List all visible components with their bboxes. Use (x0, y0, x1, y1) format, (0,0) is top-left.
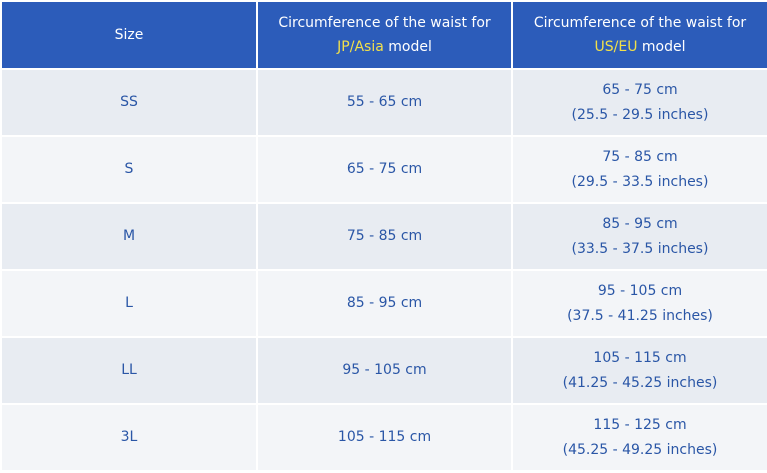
size-cell: SS (0, 68, 258, 137)
header-highlight: US/EU (594, 39, 638, 55)
size-text: M (122, 228, 136, 244)
table-body: SS 55 - 65 cm 65 - 75 cm (25.5 - 29.5 inche… (0, 68, 767, 472)
table-row: LL 95 - 105 cm 105 - 115 cm (41.25 - 45.25 … (0, 336, 767, 405)
header-text: model (388, 39, 432, 55)
us-cm-text: 95 - 105 cm (597, 282, 683, 299)
size-text: L (125, 295, 133, 311)
jp-text: 105 - 115 cm (337, 429, 432, 445)
size-cell: M (0, 202, 258, 271)
table-row: 3L 105 - 115 cm 115 - 125 cm (45.25 - 49.25… (0, 403, 767, 472)
size-cell: S (0, 135, 258, 204)
table-row: SS 55 - 65 cm 65 - 75 cm (25.5 - 29.5 inche… (0, 68, 767, 137)
jp-text: 75 - 85 cm (346, 228, 423, 244)
us-inch-text: (29.5 - 33.5 inches) (571, 173, 709, 190)
jp-text: 65 - 75 cm (346, 161, 423, 177)
us-cell: 95 - 105 cm (37.5 - 41.25 inches) (511, 269, 767, 338)
us-cm-text: 85 - 95 cm (602, 215, 678, 232)
jp-text: 85 - 95 cm (346, 295, 423, 311)
header-text: Size (114, 27, 144, 43)
us-cell: 85 - 95 cm (33.5 - 37.5 inches) (511, 202, 767, 271)
header-cell: Circumference of the waist for US/EU mode… (511, 0, 767, 70)
size-text: S (124, 161, 134, 177)
header-text: Circumference of the waist for (533, 15, 747, 31)
size-text: SS (120, 94, 138, 110)
us-inch-text: (37.5 - 41.25 inches) (567, 307, 713, 324)
jp-cell: 85 - 95 cm (256, 269, 513, 338)
us-cell: 75 - 85 cm (29.5 - 33.5 inches) (511, 135, 767, 204)
size-cell: LL (0, 336, 258, 405)
jp-cell: 105 - 115 cm (256, 403, 513, 472)
us-cm-text: 115 - 125 cm (593, 416, 687, 433)
jp-text: 55 - 65 cm (346, 94, 423, 110)
us-inch-text: (41.25 - 45.25 inches) (562, 374, 718, 391)
jp-cell: 65 - 75 cm (256, 135, 513, 204)
table-row: L 85 - 95 cm 95 - 105 cm (37.5 - 41.25 inch… (0, 269, 767, 338)
header-highlight: JP/Asia (337, 39, 384, 55)
size-cell: 3L (0, 403, 258, 472)
us-cell: 115 - 125 cm (45.25 - 49.25 inches) (511, 403, 767, 472)
us-cell: 105 - 115 cm (41.25 - 45.25 inches) (511, 336, 767, 405)
us-cm-text: 65 - 75 cm (602, 81, 678, 98)
table-row: M 75 - 85 cm 85 - 95 cm (33.5 - 37.5 inches… (0, 202, 767, 271)
jp-cell: 55 - 65 cm (256, 68, 513, 137)
jp-cell: 75 - 85 cm (256, 202, 513, 271)
jp-text: 95 - 105 cm (342, 362, 427, 378)
us-inch-text: (25.5 - 29.5 inches) (571, 106, 709, 123)
size-text: 3L (120, 429, 138, 445)
table-row: S 65 - 75 cm 75 - 85 cm (29.5 - 33.5 inches… (0, 135, 767, 204)
size-cell: L (0, 269, 258, 338)
header-cell: Size (0, 0, 258, 70)
header-text: Circumference of the waist for (278, 15, 491, 31)
header-text: model (641, 39, 686, 55)
size-text: LL (121, 362, 137, 378)
us-cell: 65 - 75 cm (25.5 - 29.5 inches) (511, 68, 767, 137)
header-row: Size Circumference of the waist for JP/As… (0, 0, 767, 70)
header-cell: Circumference of the waist for JP/Asia mo… (256, 0, 513, 70)
us-inch-text: (45.25 - 49.25 inches) (562, 441, 718, 458)
us-inch-text: (33.5 - 37.5 inches) (571, 240, 709, 257)
us-cm-text: 75 - 85 cm (602, 148, 678, 165)
jp-cell: 95 - 105 cm (256, 336, 513, 405)
us-cm-text: 105 - 115 cm (593, 349, 687, 366)
